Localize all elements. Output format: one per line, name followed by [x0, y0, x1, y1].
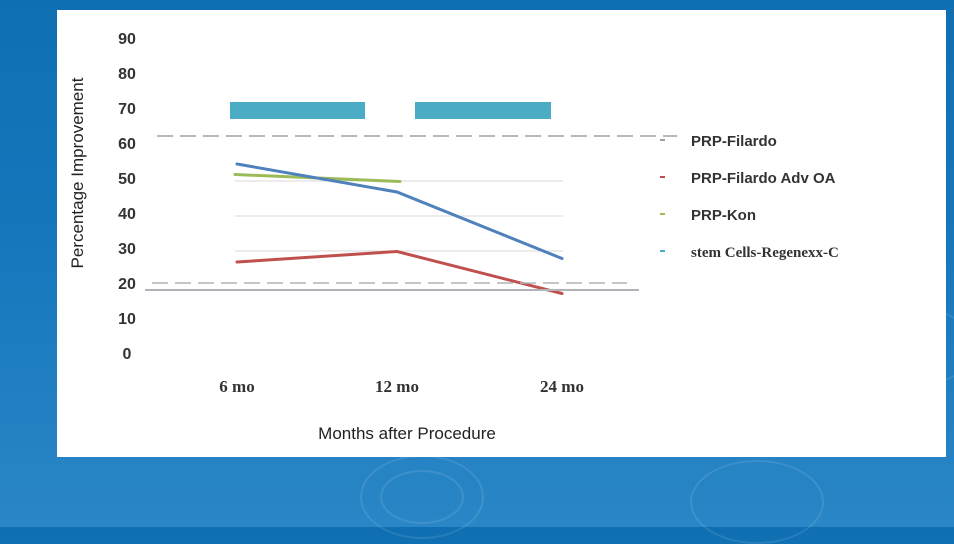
x-tick-24-mo: 24 mo [540, 377, 584, 396]
point-1-2 [560, 292, 564, 295]
y-tick-0: 0 [123, 346, 132, 363]
y-axis-ticks: 0 10 20 30 40 50 60 70 80 90 [118, 31, 136, 363]
x-axis-label: Months after Procedure [318, 424, 496, 443]
x-tick-6-mo: 6 mo [219, 377, 254, 396]
y-axis-label: Percentage Improvement [68, 77, 87, 268]
point-4-2 [560, 257, 564, 260]
bar-1 [230, 102, 365, 119]
line-chart: 0 10 20 30 40 50 60 70 80 90 6 mo 12 mo 24 mo PRP-F… [68, 31, 839, 443]
y-tick-40: 40 [118, 206, 136, 223]
y-tick-60: 60 [118, 136, 136, 153]
y-tick-30: 30 [118, 241, 136, 258]
legend-label-2: PRP-Kon [691, 207, 756, 224]
y-tick-80: 80 [118, 66, 136, 83]
bar-2 [415, 102, 551, 119]
y-tick-90: 90 [118, 31, 136, 48]
y-tick-50: 50 [118, 171, 136, 188]
legend-label-3: stem Cells-Regenexx-C [691, 245, 839, 261]
series-line-4 [236, 162, 563, 260]
point-2-0 [233, 173, 237, 176]
y-tick-70: 70 [118, 101, 136, 118]
x-axis-ticks: 6 mo 12 mo 24 mo [219, 377, 584, 396]
point-1-0 [235, 260, 239, 264]
point-2-1 [398, 180, 402, 183]
y-tick-10: 10 [118, 311, 136, 328]
chart-panel: 0 10 20 30 40 50 60 70 80 90 6 mo 12 mo 24 mo PRP-F… [57, 10, 946, 457]
point-1-1 [395, 250, 399, 253]
series-marks [145, 102, 677, 295]
point-4-0 [235, 162, 239, 166]
legend-label-1: PRP-Filardo Adv OA [691, 170, 836, 187]
series-line-1 [236, 249, 563, 295]
legend: PRP-Filardo PRP-Filardo Adv OA PRP-Kon stem… [660, 133, 839, 261]
point-4-1 [395, 190, 399, 194]
legend-label-0: PRP-Filardo [691, 133, 777, 150]
x-tick-12-mo: 12 mo [375, 377, 419, 396]
y-tick-20: 20 [118, 276, 136, 293]
